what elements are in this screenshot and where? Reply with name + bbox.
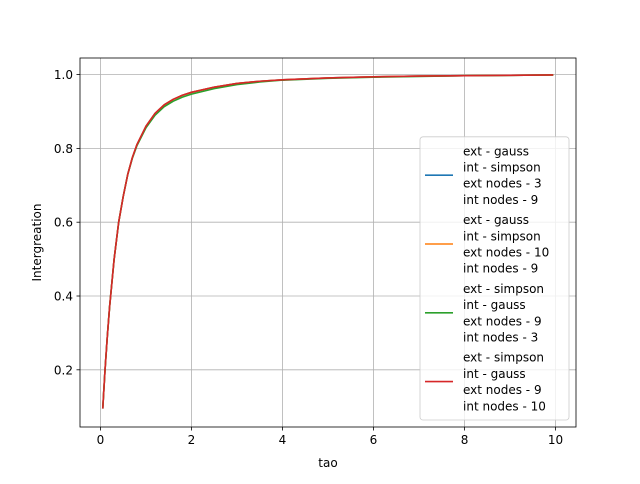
legend-label: ext - simpson xyxy=(463,282,544,296)
legend-entry-1: ext - gauss int - simpson ext nodes - 3 int… xyxy=(425,144,542,207)
legend-label: ext nodes - 9 xyxy=(463,314,542,328)
x-tick-label: 8 xyxy=(461,433,469,447)
y-axis-label: Intergreation xyxy=(30,204,44,282)
x-tick-label: 4 xyxy=(279,433,287,447)
y-tick-label: 0.8 xyxy=(54,142,73,156)
legend-label: ext - gauss xyxy=(463,213,529,227)
series-lines xyxy=(101,74,554,409)
legend-label: ext nodes - 10 xyxy=(463,246,549,260)
legend-label: int - gauss xyxy=(463,298,526,312)
legend-label: int - simpson xyxy=(463,161,541,175)
y-tick-label: 0.2 xyxy=(54,363,73,377)
y-tick-label: 0.4 xyxy=(54,290,73,304)
x-tick-label: 0 xyxy=(97,433,105,447)
legend-label: ext nodes - 9 xyxy=(463,383,542,397)
plot-frame xyxy=(79,57,577,428)
y-tick-label: 1.0 xyxy=(54,68,73,82)
legend-label: ext - simpson xyxy=(463,351,544,365)
y-tick-label: 0.6 xyxy=(54,216,73,230)
x-tick-label: 10 xyxy=(548,433,563,447)
series-line-4 xyxy=(101,74,554,409)
legend-entry-2: ext - gauss int - simpson ext nodes - 10 in… xyxy=(425,213,549,276)
legend-label: ext nodes - 3 xyxy=(463,177,542,191)
legend-box xyxy=(419,136,570,421)
legend-label: int nodes - 9 xyxy=(463,262,538,276)
legend-label: ext - gauss xyxy=(463,144,529,158)
legend-label: int - gauss xyxy=(463,367,526,381)
legend-entry-4: ext - simpson int - gauss ext nodes - 9 int… xyxy=(425,351,546,413)
legend-label: int - simpson xyxy=(463,229,541,243)
legend: ext - gauss int - simpson ext nodes - 3 int… xyxy=(419,136,570,421)
legend-label: int nodes - 10 xyxy=(463,399,546,413)
x-tick-label: 6 xyxy=(370,433,378,447)
x-axis-label: tao xyxy=(318,456,337,470)
legend-label: int nodes - 3 xyxy=(463,331,538,345)
axis-ticks: 0 2 4 6 8 10 0.2 0.4 0.6 0.8 1.0 xyxy=(54,68,563,447)
legend-entry-3: ext - simpson int - gauss ext nodes - 9 int… xyxy=(425,282,544,345)
legend-label: int nodes - 9 xyxy=(463,193,538,207)
x-tick-label: 2 xyxy=(188,433,196,447)
